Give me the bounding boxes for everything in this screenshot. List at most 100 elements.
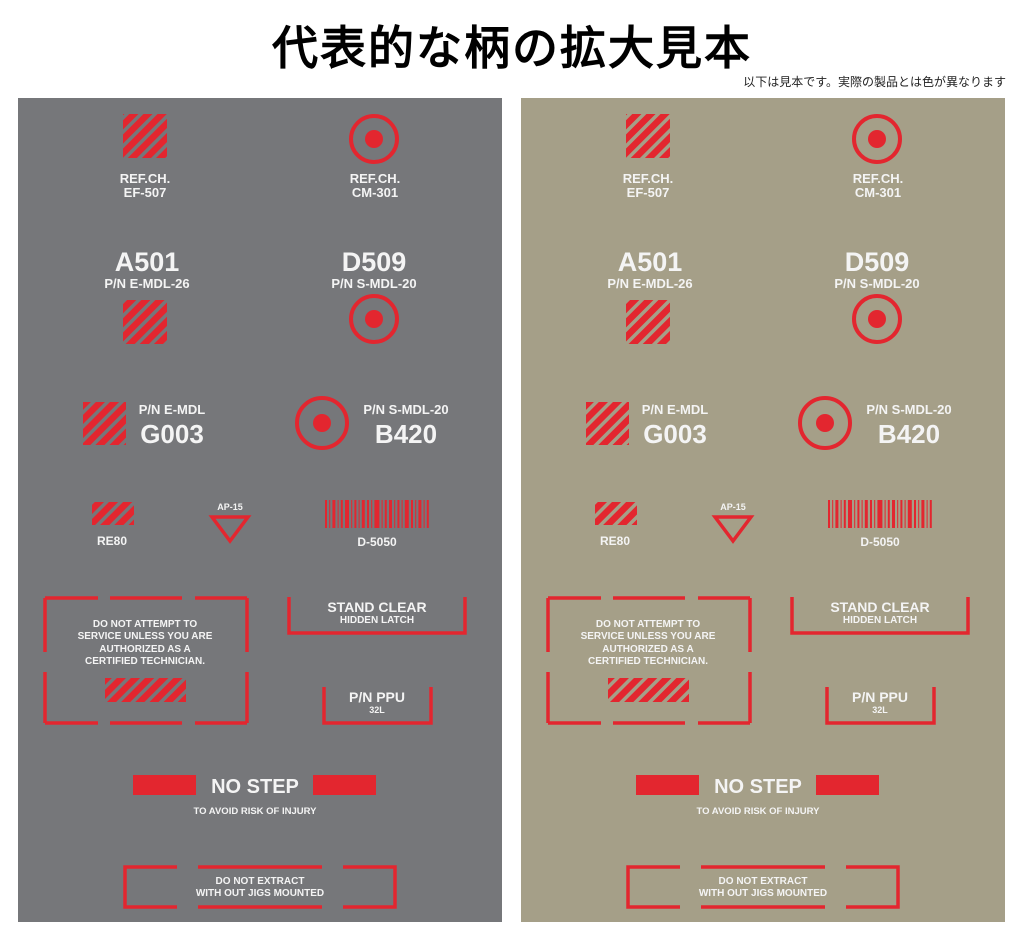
barcode-bar bbox=[892, 500, 895, 528]
hatch-square-icon bbox=[123, 300, 167, 344]
extract-line-2: WITH OUT JIGS MOUNTED bbox=[196, 888, 324, 899]
g003-code: G003 bbox=[140, 419, 204, 449]
hatch-rect-icon bbox=[608, 678, 689, 702]
barcode-bar bbox=[843, 500, 846, 528]
barcode-bar bbox=[325, 500, 327, 528]
page-title: 代表的な柄の拡大見本 bbox=[272, 21, 752, 75]
hatch-square-icon bbox=[83, 402, 126, 445]
panel-background bbox=[18, 98, 502, 922]
ppu-sub: 32L bbox=[872, 705, 888, 715]
hatch-square-icon bbox=[586, 402, 629, 445]
target-circle-icon bbox=[852, 294, 902, 344]
no-step-sub: TO AVOID RISK OF INJURY bbox=[697, 806, 821, 817]
ppu-sub: 32L bbox=[369, 705, 385, 715]
ap15-label: AP-15 bbox=[720, 502, 746, 512]
barcode-bar bbox=[921, 500, 925, 528]
barcode-bar bbox=[864, 500, 868, 528]
barcode-bar bbox=[381, 500, 383, 528]
barcode-bar bbox=[345, 500, 349, 528]
barcode-bar bbox=[367, 500, 369, 528]
service-bracket-frame bbox=[43, 596, 249, 725]
barcode-bar bbox=[340, 500, 343, 528]
ref-cm-line1: REF.CH. bbox=[853, 171, 904, 186]
barcode-bar bbox=[394, 500, 396, 528]
re80-label: RE80 bbox=[600, 534, 630, 548]
a501-pn: P/N E-MDL-26 bbox=[104, 276, 189, 291]
barcode-bar bbox=[384, 500, 387, 528]
barcode-bar bbox=[426, 500, 429, 528]
ppu-bracket bbox=[322, 687, 433, 725]
barcode-bar bbox=[828, 500, 830, 528]
no-step-title: NO STEP bbox=[714, 776, 802, 798]
no-step-bar-left bbox=[636, 775, 699, 795]
barcode-bar bbox=[404, 500, 409, 528]
hatch-square-icon bbox=[123, 114, 167, 158]
b420-code: B420 bbox=[375, 419, 437, 449]
d509-code: D509 bbox=[342, 247, 407, 277]
service-line-2: SERVICE UNLESS YOU ARE bbox=[581, 631, 716, 642]
warning-triangle-icon bbox=[208, 515, 252, 544]
stand-clear-title: STAND CLEAR bbox=[327, 599, 426, 615]
ppu-title: P/N PPU bbox=[349, 689, 405, 705]
barcode-bar bbox=[848, 500, 852, 528]
d509-pn: P/N S-MDL-20 bbox=[331, 276, 416, 291]
no-step-sub: TO AVOID RISK OF INJURY bbox=[194, 806, 318, 817]
ref-ef-line2: EF-507 bbox=[124, 185, 167, 200]
barcode-bar bbox=[415, 500, 417, 528]
a501-code: A501 bbox=[618, 247, 683, 277]
decal-panel-gray: REF.CH. EF-507 REF.CH. CM-301 A501 P/N E… bbox=[18, 98, 502, 922]
barcode-bar bbox=[358, 500, 360, 528]
barcode-bar bbox=[397, 500, 400, 528]
g003-pn: P/N E-MDL bbox=[139, 402, 206, 417]
barcode-bar bbox=[926, 500, 928, 528]
ref-cm-line2: CM-301 bbox=[352, 185, 398, 200]
g003-code: G003 bbox=[643, 419, 707, 449]
a501-pn: P/N E-MDL-26 bbox=[607, 276, 692, 291]
service-line-1: DO NOT ATTEMPT TO bbox=[93, 619, 197, 630]
ref-cm-line1: REF.CH. bbox=[350, 171, 401, 186]
barcode-bar bbox=[877, 500, 883, 528]
no-step-bar-left bbox=[133, 775, 196, 795]
stand-clear-bracket bbox=[790, 597, 970, 635]
target-circle-icon bbox=[798, 396, 852, 450]
re80-label: RE80 bbox=[97, 534, 127, 548]
service-line-4: CERTIFIED TECHNICIAN. bbox=[588, 656, 708, 667]
extract-line-2: WITH OUT JIGS MOUNTED bbox=[699, 888, 827, 899]
service-line-2: SERVICE UNLESS YOU ARE bbox=[78, 631, 213, 642]
barcode-bar bbox=[835, 500, 839, 528]
barcode-icon bbox=[325, 500, 429, 528]
extract-line-1: DO NOT EXTRACT bbox=[719, 876, 808, 887]
no-step-title: NO STEP bbox=[211, 776, 299, 798]
target-circle-icon bbox=[349, 114, 399, 164]
service-line-1: DO NOT ATTEMPT TO bbox=[596, 619, 700, 630]
barcode-bar bbox=[857, 500, 860, 528]
barcode-bar bbox=[337, 500, 339, 528]
hatch-square-icon bbox=[626, 114, 670, 158]
hatch-rect-icon bbox=[92, 502, 134, 525]
decal-panel-tan: REF.CH. EF-507 REF.CH. CM-301 A501 P/N E… bbox=[521, 98, 1005, 922]
extract-line-1: DO NOT EXTRACT bbox=[216, 876, 305, 887]
service-line-3: AUTHORIZED AS A bbox=[99, 644, 190, 655]
barcode-bar bbox=[870, 500, 872, 528]
barcode-bar bbox=[418, 500, 422, 528]
stand-clear-bracket bbox=[287, 597, 467, 635]
ppu-title: P/N PPU bbox=[852, 689, 908, 705]
ref-ef-line1: REF.CH. bbox=[120, 171, 171, 186]
barcode-bar bbox=[351, 500, 353, 528]
b420-pn: P/N S-MDL-20 bbox=[363, 402, 448, 417]
panel-background bbox=[521, 98, 1005, 922]
ref-ef-line2: EF-507 bbox=[627, 185, 670, 200]
barcode-icon bbox=[828, 500, 932, 528]
barcode-bar bbox=[389, 500, 392, 528]
barcode-bar bbox=[897, 500, 899, 528]
ppu-bracket bbox=[825, 687, 936, 725]
extract-bracket-frame bbox=[123, 865, 397, 909]
hatch-rect-icon bbox=[105, 678, 186, 702]
target-circle-icon bbox=[349, 294, 399, 344]
barcode-bar bbox=[918, 500, 920, 528]
ref-cm-line2: CM-301 bbox=[855, 185, 901, 200]
barcode-bar bbox=[884, 500, 886, 528]
barcode-bar bbox=[929, 500, 932, 528]
ap15-label: AP-15 bbox=[217, 502, 243, 512]
barcode-bar bbox=[907, 500, 912, 528]
